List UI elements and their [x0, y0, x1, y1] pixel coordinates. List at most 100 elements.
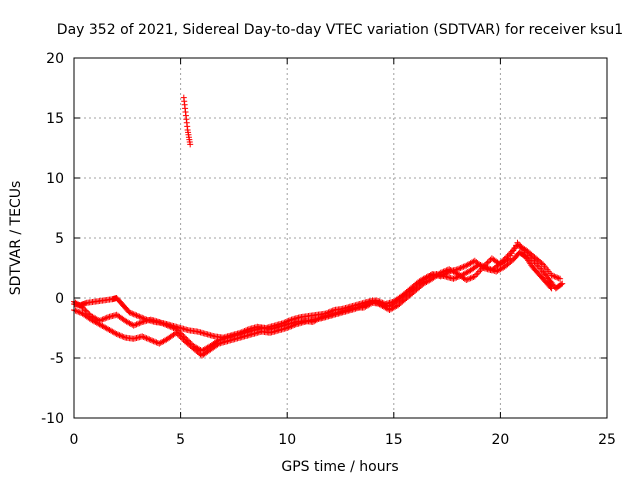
data-point: [559, 280, 566, 287]
data-point: [456, 265, 463, 272]
data-point: [142, 334, 149, 341]
data-point: [139, 333, 146, 340]
data-point: [554, 274, 561, 281]
data-point: [72, 307, 79, 314]
x-tick-label: 15: [385, 432, 403, 448]
data-point: [75, 308, 82, 315]
y-tick-label: 15: [46, 111, 64, 127]
data-point: [183, 336, 190, 342]
data-point: [137, 314, 144, 321]
data-point: [136, 320, 143, 327]
data-point: [166, 323, 173, 330]
data-point: [500, 257, 507, 264]
y-tick-label: -10: [41, 411, 64, 427]
data-point: [163, 322, 170, 328]
y-axis-label: SDTVAR / TECUs: [8, 181, 24, 296]
data-point: [160, 320, 167, 327]
data-point: [167, 323, 174, 330]
data-point: [174, 327, 181, 334]
data-point: [495, 261, 502, 268]
data-point: [316, 315, 323, 321]
data-point: [161, 321, 168, 328]
data-point: [181, 334, 188, 341]
data-point: [214, 338, 221, 344]
x-axis-label: GPS time / hours: [281, 459, 398, 475]
data-point: [103, 314, 110, 321]
data-point: [467, 275, 474, 282]
data-point: [548, 272, 555, 279]
data-point: [150, 338, 157, 345]
plot-frame: [73, 57, 608, 419]
data-point: [457, 265, 464, 271]
data-point: [119, 333, 126, 340]
data-point: [130, 311, 137, 318]
x-tick-label: 5: [176, 432, 185, 448]
data-point: [99, 316, 106, 323]
data-point: [98, 317, 105, 324]
data-point: [551, 273, 558, 280]
grid: [74, 58, 607, 418]
data-point: [504, 253, 511, 260]
y-tick-label: -5: [50, 351, 64, 367]
data-point: [176, 329, 183, 335]
data-point: [129, 310, 136, 317]
data-point: [484, 259, 491, 266]
data-point: [143, 335, 150, 342]
data-point: [134, 320, 141, 327]
data-point: [557, 275, 564, 282]
data-point: [80, 306, 87, 312]
data-point: [146, 336, 153, 343]
y-tick-label: 0: [55, 291, 64, 307]
data-point: [466, 275, 473, 282]
data-point: [538, 260, 545, 267]
data-point: [498, 258, 505, 265]
data-point: [450, 275, 457, 282]
data-point: [170, 325, 177, 331]
data-point: [555, 275, 562, 282]
x-tick-label: 25: [598, 432, 616, 448]
data-point: [127, 310, 134, 316]
data-point: [76, 309, 83, 316]
data-point: [126, 309, 133, 316]
data-point: [117, 332, 124, 339]
data-point: [85, 310, 92, 317]
y-tick-label: 5: [55, 231, 64, 247]
data-point: [186, 338, 193, 345]
data-point: [503, 254, 510, 261]
data-point: [463, 277, 470, 283]
data-point: [461, 263, 468, 270]
data-point: [184, 337, 191, 344]
data-point: [102, 315, 109, 322]
data-point: [459, 264, 466, 271]
data-points: [71, 94, 566, 359]
data-point: [173, 326, 180, 333]
data-point: [179, 331, 186, 338]
data-point: [164, 322, 171, 329]
data-point: [187, 141, 194, 148]
data-point: [79, 304, 86, 311]
data-point: [115, 331, 122, 338]
x-tick-label: 0: [70, 432, 79, 448]
data-point: [444, 269, 451, 276]
data-point: [152, 338, 159, 345]
data-point: [137, 319, 144, 326]
data-point: [552, 274, 559, 280]
data-point: [549, 272, 556, 279]
data-point: [132, 311, 139, 318]
data-point: [187, 340, 194, 347]
axes: 0 5 10 15 20 25 -10 -5 0 5 10 15 20: [41, 51, 616, 448]
data-point: [144, 335, 151, 342]
data-point: [134, 313, 141, 319]
data-point: [558, 281, 565, 288]
data-point: [451, 275, 458, 282]
data-point: [486, 258, 493, 265]
x-tick-label: 10: [278, 432, 296, 448]
data-point: [73, 308, 80, 315]
data-point: [82, 307, 89, 314]
data-point: [169, 324, 176, 331]
data-point: [156, 319, 163, 325]
data-point: [133, 312, 140, 319]
data-point: [497, 260, 504, 267]
data-point: [157, 319, 164, 326]
